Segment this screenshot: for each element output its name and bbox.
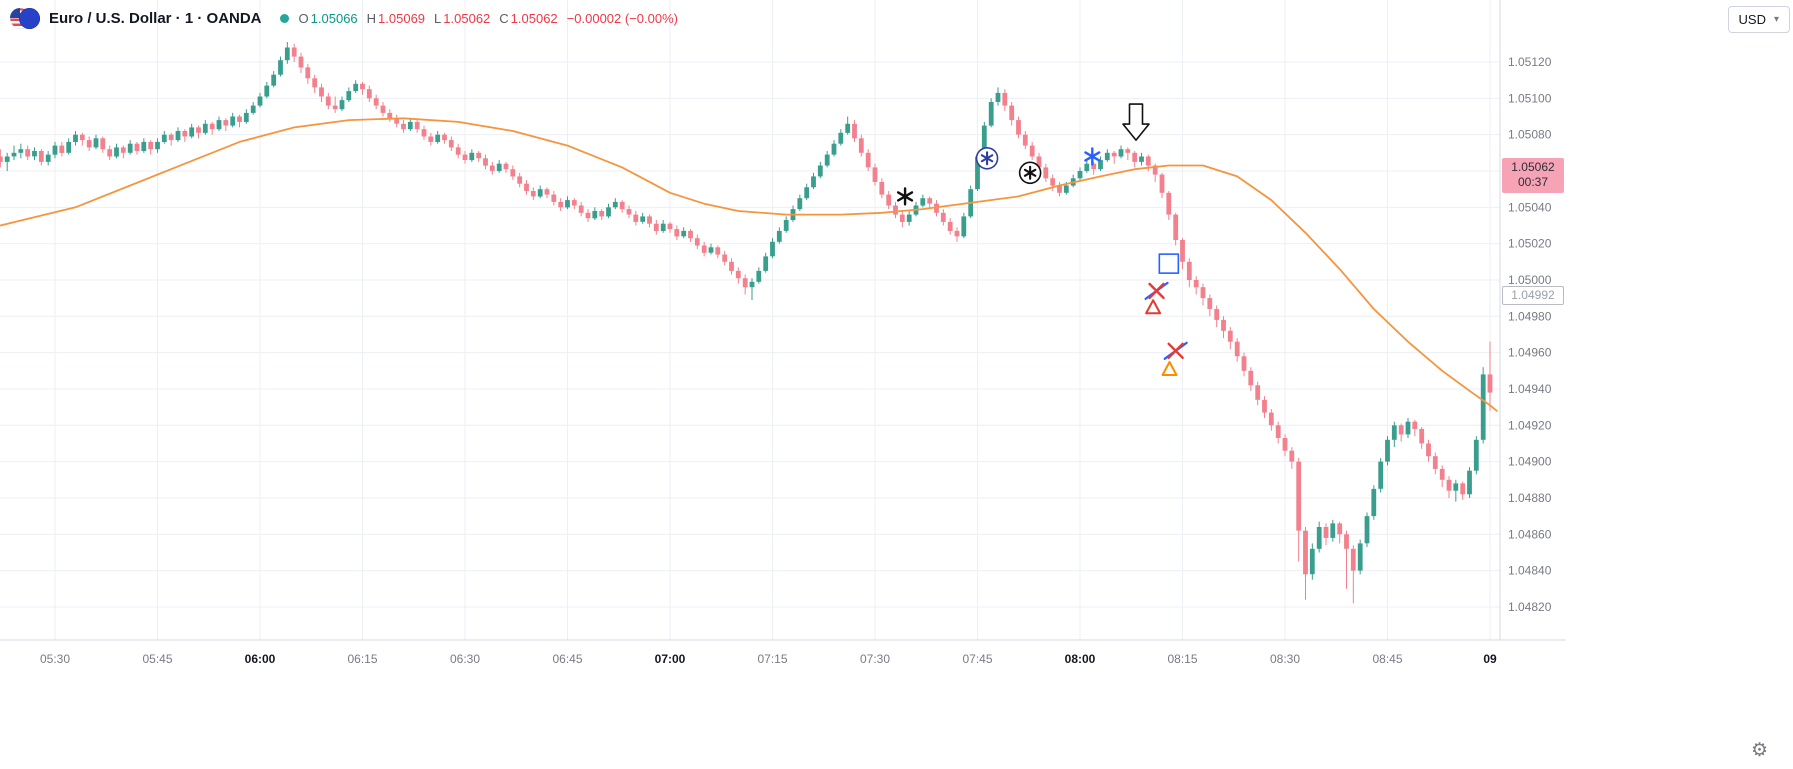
eu-flag-icon	[19, 8, 40, 29]
svg-text:07:00: 07:00	[655, 652, 686, 666]
svg-text:08:15: 08:15	[1167, 652, 1197, 666]
ma-line	[0, 117, 1498, 412]
svg-text:08:45: 08:45	[1372, 652, 1402, 666]
chevron-down-icon: ▾	[1773, 13, 1779, 25]
svg-text:06:00: 06:00	[245, 652, 276, 666]
chart-pane[interactable]	[0, 0, 1500, 640]
time-scale[interactable]	[0, 641, 1566, 674]
svg-text:1.05040: 1.05040	[1508, 200, 1552, 214]
ohlc-readout: O 1.05066 H 1.05069 L 1.05062 C 1.05062 …	[299, 11, 678, 26]
currency-selector-label: USD	[1738, 12, 1766, 27]
settings-button[interactable]: ⚙	[1745, 736, 1773, 764]
chart-markers	[896, 103, 1188, 376]
svg-text:06:15: 06:15	[347, 652, 377, 666]
svg-text:1.04820: 1.04820	[1508, 600, 1552, 614]
svg-text:1.05080: 1.05080	[1508, 128, 1552, 142]
svg-text:07:45: 07:45	[962, 652, 992, 666]
bar-countdown: 00:37	[1517, 175, 1549, 189]
current-price-value: 1.05062	[1511, 160, 1555, 174]
price-scale[interactable]	[1500, 0, 1566, 640]
svg-text:1.05100: 1.05100	[1508, 91, 1552, 105]
close-value: C 1.05062	[499, 11, 558, 26]
time-axis-labels[interactable]: 05:30 05:45 06:00 06:15 06:30 06:45 07:00 07:15…	[40, 652, 1497, 666]
svg-text:09: 09	[1483, 652, 1497, 666]
symbol-title[interactable]: Euro / U.S. Dollar · 1 · OANDA	[49, 10, 262, 27]
svg-text:1.05020: 1.05020	[1508, 237, 1552, 251]
svg-text:1.04920: 1.04920	[1508, 418, 1552, 432]
price-level-label: 1.04992	[1502, 286, 1564, 305]
low-value: L 1.05062	[434, 11, 491, 26]
current-price-label: 1.05062 00:37	[1502, 158, 1564, 193]
svg-text:07:30: 07:30	[860, 652, 890, 666]
svg-text:05:30: 05:30	[40, 652, 70, 666]
open-value: O 1.05066	[298, 11, 358, 26]
high-value: H 1.05069	[366, 11, 426, 26]
symbol-logo-icon	[10, 8, 40, 29]
svg-text:05:45: 05:45	[142, 652, 172, 666]
svg-text:06:45: 06:45	[552, 652, 582, 666]
svg-text:1.04860: 1.04860	[1508, 527, 1552, 541]
svg-text:1.04840: 1.04840	[1508, 564, 1552, 578]
svg-text:1.04980: 1.04980	[1508, 309, 1552, 323]
grid-layer	[0, 0, 1500, 640]
chart-legend: Euro / U.S. Dollar · 1 · OANDA O 1.05066…	[10, 8, 678, 29]
svg-text:1.04940: 1.04940	[1508, 382, 1552, 396]
svg-text:08:00: 08:00	[1065, 652, 1096, 666]
price-axis-labels[interactable]: 1.051201.051001.050801.050601.050401.050…	[1508, 55, 1552, 614]
gear-icon: ⚙	[1751, 739, 1769, 761]
candlestick-series	[0, 42, 1493, 604]
svg-text:06:30: 06:30	[450, 652, 480, 666]
change-value: −0.00002 (−0.00%)	[566, 11, 678, 26]
svg-text:1.05000: 1.05000	[1508, 273, 1552, 287]
svg-text:07:15: 07:15	[757, 652, 787, 666]
svg-text:1.04960: 1.04960	[1508, 346, 1552, 360]
svg-text:08:30: 08:30	[1270, 652, 1300, 666]
svg-text:1.04880: 1.04880	[1508, 491, 1552, 505]
svg-text:1.04900: 1.04900	[1508, 455, 1552, 469]
svg-text:1.05120: 1.05120	[1508, 55, 1552, 69]
currency-selector[interactable]: USD ▾	[1727, 6, 1790, 33]
series-dot-icon	[279, 14, 289, 23]
